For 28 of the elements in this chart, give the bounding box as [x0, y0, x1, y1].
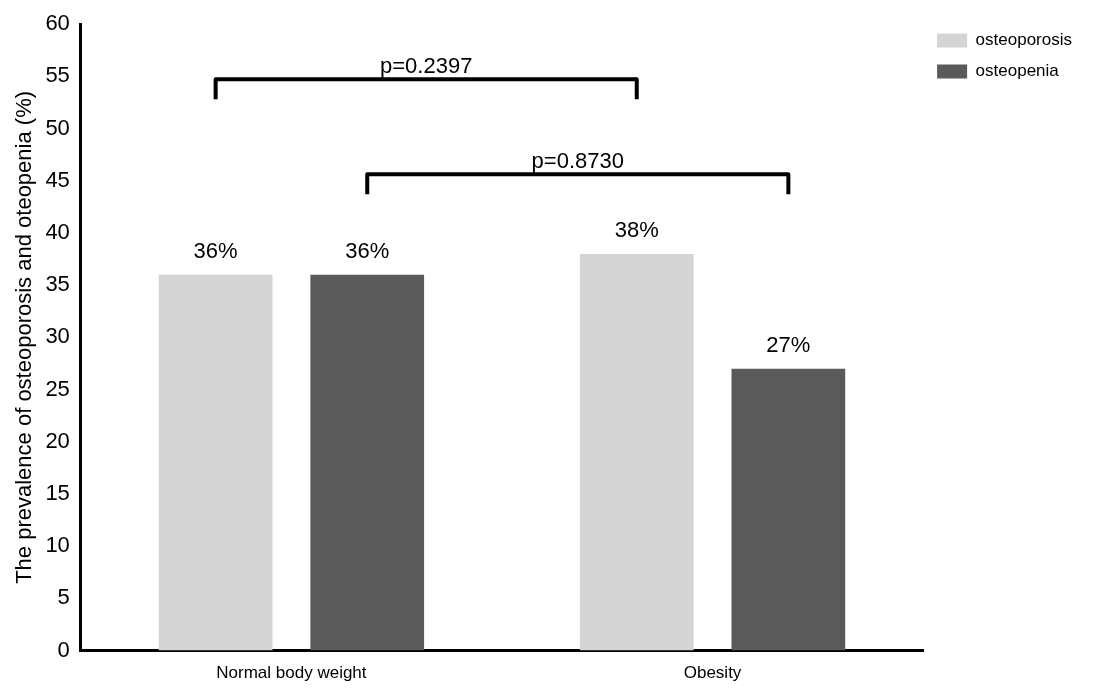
data-label: 36%: [193, 237, 238, 263]
y-tick-label: 60: [45, 10, 70, 36]
x-tick-label: Obesity: [683, 663, 742, 683]
bar: [158, 274, 273, 651]
y-tick-label: 5: [57, 584, 70, 610]
y-tick-label: 50: [45, 114, 70, 140]
y-tick-label: 30: [45, 323, 70, 349]
data-label: 27%: [766, 331, 811, 357]
annotation: p=0.2397: [380, 53, 473, 79]
y-tick-label: 25: [45, 375, 70, 401]
bar: [310, 274, 425, 651]
y-tick-label: 20: [45, 427, 70, 453]
y-tick-label: 55: [45, 62, 70, 88]
x-tick-label: Normal body weight: [216, 663, 367, 683]
y-tick-label: 0: [57, 636, 70, 662]
bar: [579, 253, 694, 651]
y-tick-label: 10: [45, 532, 70, 558]
y-tick-label: 15: [45, 480, 70, 506]
legend-label: osteoporosis: [975, 30, 1072, 50]
data-label: 38%: [614, 216, 659, 242]
bar: [731, 368, 846, 651]
y-tick-label: 45: [45, 166, 70, 192]
y-axis-title: The prevalence of osteoporosis and oteopenia (%): [11, 90, 37, 584]
annotation: p=0.8730: [531, 148, 624, 174]
y-tick-label: 40: [45, 219, 70, 245]
data-label: 36%: [345, 237, 390, 263]
y-tick-label: 35: [45, 271, 70, 297]
legend-label: osteopenia: [975, 61, 1060, 81]
